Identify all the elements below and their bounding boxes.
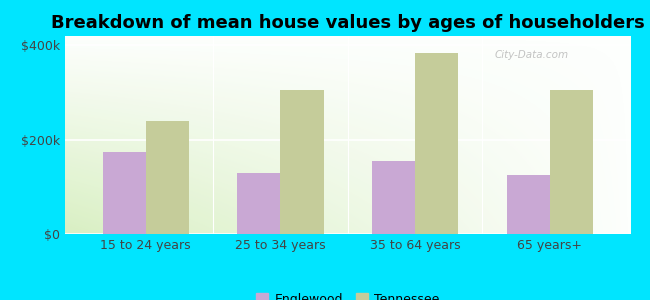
- Bar: [506, 175, 550, 234]
- Bar: [415, 52, 458, 234]
- Bar: [550, 90, 593, 234]
- Bar: [280, 90, 324, 234]
- Bar: [146, 121, 189, 234]
- Bar: [103, 152, 146, 234]
- Bar: [372, 161, 415, 234]
- Text: City-Data.com: City-Data.com: [495, 50, 569, 60]
- Title: Breakdown of mean house values by ages of householders: Breakdown of mean house values by ages o…: [51, 14, 645, 32]
- Legend: Englewood, Tennessee: Englewood, Tennessee: [251, 288, 445, 300]
- Bar: [237, 173, 280, 234]
